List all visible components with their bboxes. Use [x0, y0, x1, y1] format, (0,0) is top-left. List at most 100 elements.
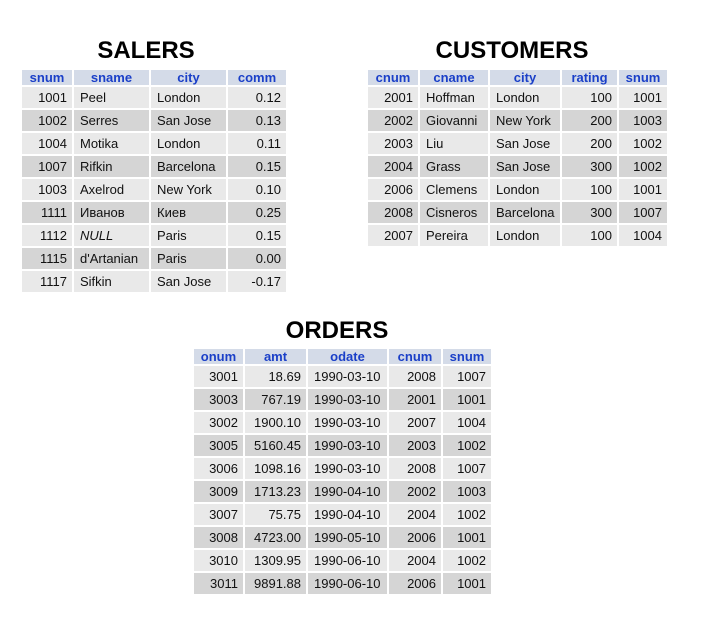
orders-cell-snum: 1002	[443, 550, 491, 571]
table-row: 1115 d'Artanian Paris 0.00	[22, 248, 286, 269]
orders-cell-onum: 3009	[194, 481, 243, 502]
orders-cell-onum: 3003	[194, 389, 243, 410]
customers-cell-cname: Pereira	[420, 225, 488, 246]
orders-cell-odate: 1990-06-10	[308, 550, 387, 571]
orders-column-header-cnum[interactable]: cnum	[389, 349, 441, 364]
customers-cell-city: New York	[490, 110, 560, 131]
customers-cell-snum: 1004	[619, 225, 667, 246]
orders-table: onum amt odate cnum snum 3001 18.69 1990-03-10 2…	[192, 347, 493, 596]
customers-column-header-snum[interactable]: snum	[619, 70, 667, 85]
salers-cell-comm: 0.00	[228, 248, 286, 269]
customers-column-header-cname[interactable]: cname	[420, 70, 488, 85]
orders-cell-snum: 1001	[443, 389, 491, 410]
salers-cell-snum: 1002	[22, 110, 72, 131]
salers-cell-comm: 0.11	[228, 133, 286, 154]
orders-cell-amt: 767.19	[245, 389, 306, 410]
salers-column-header-sname[interactable]: sname	[74, 70, 149, 85]
table-row: 3010 1309.95 1990-06-10 2004 1002	[194, 550, 491, 571]
orders-cell-cnum: 2008	[389, 366, 441, 387]
salers-cell-city: Barcelona	[151, 156, 226, 177]
salers-cell-sname: Serres	[74, 110, 149, 131]
orders-column-header-amt[interactable]: amt	[245, 349, 306, 364]
orders-cell-cnum: 2001	[389, 389, 441, 410]
customers-cell-city: London	[490, 225, 560, 246]
orders-cell-onum: 3001	[194, 366, 243, 387]
table-row: 1111 Иванов Киев 0.25	[22, 202, 286, 223]
orders-cell-onum: 3011	[194, 573, 243, 594]
customers-title: CUSTOMERS	[435, 37, 589, 64]
salers-cell-city: Paris	[151, 248, 226, 269]
salers-cell-sname: Rifkin	[74, 156, 149, 177]
salers-cell-sname: Иванов	[74, 202, 149, 223]
orders-column-header-odate[interactable]: odate	[308, 349, 387, 364]
customers-column-header-city[interactable]: city	[490, 70, 560, 85]
orders-cell-cnum: 2002	[389, 481, 441, 502]
customers-cell-cnum: 2006	[368, 179, 418, 200]
customers-cell-cnum: 2002	[368, 110, 418, 131]
orders-cell-onum: 3008	[194, 527, 243, 548]
customers-cell-city: San Jose	[490, 133, 560, 154]
orders-cell-snum: 1001	[443, 573, 491, 594]
salers-cell-comm: 0.15	[228, 225, 286, 246]
table-row: 1117 Sifkin San Jose -0.17	[22, 271, 286, 292]
salers-cell-snum: 1115	[22, 248, 72, 269]
customers-cell-snum: 1007	[619, 202, 667, 223]
orders-cell-odate: 1990-03-10	[308, 435, 387, 456]
salers-column-header-snum[interactable]: snum	[22, 70, 72, 85]
table-row: 3008 4723.00 1990-05-10 2006 1001	[194, 527, 491, 548]
salers-cell-city: Киев	[151, 202, 226, 223]
customers-table: cnum cname city rating snum 2001 Hoffman London…	[366, 68, 669, 248]
customers-cell-city: London	[490, 87, 560, 108]
salers-cell-city: New York	[151, 179, 226, 200]
orders-cell-cnum: 2004	[389, 550, 441, 571]
salers-cell-comm: 0.12	[228, 87, 286, 108]
salers-cell-city: San Jose	[151, 110, 226, 131]
orders-cell-cnum: 2007	[389, 412, 441, 433]
orders-column-header-snum[interactable]: snum	[443, 349, 491, 364]
orders-cell-onum: 3006	[194, 458, 243, 479]
orders-title: ORDERS	[285, 317, 389, 344]
customers-cell-rating: 200	[562, 133, 617, 154]
orders-cell-odate: 1990-03-10	[308, 366, 387, 387]
orders-column-header-onum[interactable]: onum	[194, 349, 243, 364]
orders-cell-cnum: 2006	[389, 527, 441, 548]
salers-cell-snum: 1001	[22, 87, 72, 108]
orders-cell-onum: 3005	[194, 435, 243, 456]
customers-column-header-rating[interactable]: rating	[562, 70, 617, 85]
orders-cell-snum: 1002	[443, 435, 491, 456]
salers-cell-sname: NULL	[74, 225, 149, 246]
customers-cell-city: San Jose	[490, 156, 560, 177]
customers-cell-cname: Giovanni	[420, 110, 488, 131]
customers-cell-rating: 200	[562, 110, 617, 131]
orders-cell-onum: 3002	[194, 412, 243, 433]
orders-cell-odate: 1990-04-10	[308, 481, 387, 502]
orders-cell-amt: 5160.45	[245, 435, 306, 456]
orders-cell-odate: 1990-06-10	[308, 573, 387, 594]
customers-cell-city: London	[490, 179, 560, 200]
orders-cell-cnum: 2008	[389, 458, 441, 479]
salers-cell-city: London	[151, 133, 226, 154]
salers-cell-city: Paris	[151, 225, 226, 246]
salers-table: snum sname city comm 1001 Peel London 0.12 1002 S…	[20, 68, 288, 294]
table-row: 2008 Cisneros Barcelona 300 1007	[368, 202, 667, 223]
orders-cell-snum: 1001	[443, 527, 491, 548]
orders-cell-amt: 75.75	[245, 504, 306, 525]
orders-cell-cnum: 2004	[389, 504, 441, 525]
salers-cell-comm: -0.17	[228, 271, 286, 292]
table-row: 2004 Grass San Jose 300 1002	[368, 156, 667, 177]
salers-column-header-city[interactable]: city	[151, 70, 226, 85]
customers-cell-city: Barcelona	[490, 202, 560, 223]
customers-cell-cname: Grass	[420, 156, 488, 177]
orders-cell-snum: 1002	[443, 504, 491, 525]
table-row: 3005 5160.45 1990-03-10 2003 1002	[194, 435, 491, 456]
customers-column-header-cnum[interactable]: cnum	[368, 70, 418, 85]
orders-cell-odate: 1990-03-10	[308, 412, 387, 433]
salers-column-header-comm[interactable]: comm	[228, 70, 286, 85]
customers-cell-rating: 100	[562, 225, 617, 246]
salers-cell-comm: 0.10	[228, 179, 286, 200]
customers-cell-cnum: 2004	[368, 156, 418, 177]
customers-cell-cnum: 2007	[368, 225, 418, 246]
table-row: 3009 1713.23 1990-04-10 2002 1003	[194, 481, 491, 502]
customers-cell-snum: 1001	[619, 179, 667, 200]
customers-cell-rating: 100	[562, 87, 617, 108]
